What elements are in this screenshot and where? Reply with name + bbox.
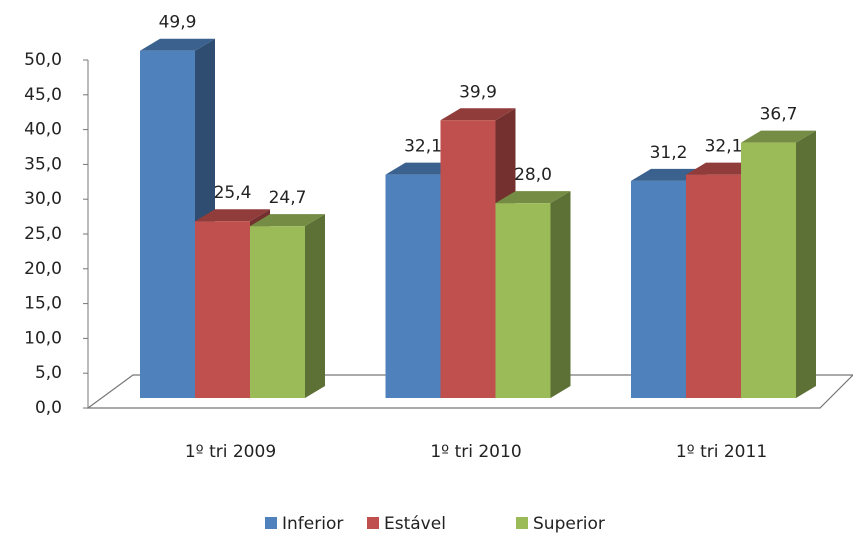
y-tick-label: 25,0 [24,224,62,244]
legend-label: Inferior [282,514,343,534]
bar-front [195,221,250,398]
floor [86,374,853,409]
bar-front [385,174,441,398]
x-tick-label: 1º tri 2009 [185,442,276,462]
y-tick-label: 0,0 [35,398,62,418]
bar-side [550,191,571,398]
value-label: 36,7 [760,105,798,125]
y-tick-label: 50,0 [24,50,62,70]
bar [250,214,325,398]
bar-front [250,226,305,398]
y-tick-label: 10,0 [24,328,62,348]
bar-top [195,209,270,222]
x-tick-label: 1º tri 2010 [430,442,521,462]
value-label: 31,2 [650,143,688,163]
value-label: 24,7 [269,188,307,208]
y-tick-label: 45,0 [24,85,62,105]
bar-top [741,130,816,143]
y-tick-label: 20,0 [24,259,62,279]
bar-front [631,180,686,398]
bar-front [495,203,551,398]
bar-side [305,214,325,398]
bar-top [440,108,516,121]
bar-top [140,38,215,51]
y-tick-label: 40,0 [24,120,62,140]
value-label: 25,4 [214,183,252,203]
value-label: 32,1 [404,137,442,157]
bar-front [686,174,741,398]
legend-label: Superior [533,514,605,534]
value-label: 39,9 [459,82,497,102]
y-tick-label: 30,0 [24,189,62,209]
value-label: 28,0 [514,165,552,185]
bar [741,130,816,398]
bar-front [440,120,496,399]
bar-front [741,142,796,398]
bar [495,191,571,398]
bar-top [250,214,325,227]
value-label: 32,1 [705,137,743,157]
bar-side [796,130,816,398]
y-tick-label: 15,0 [24,294,62,314]
y-tick-label: 35,0 [24,154,62,174]
x-tick-label: 1º tri 2011 [676,442,767,462]
legend-label: Estável [384,514,446,534]
bar-top [495,191,571,204]
bar-front [140,50,195,399]
value-label: 49,9 [159,13,197,33]
legend-swatch [516,517,528,529]
y-tick-label: 5,0 [35,363,62,383]
legend-swatch [265,517,277,529]
legend-swatch [367,517,379,529]
